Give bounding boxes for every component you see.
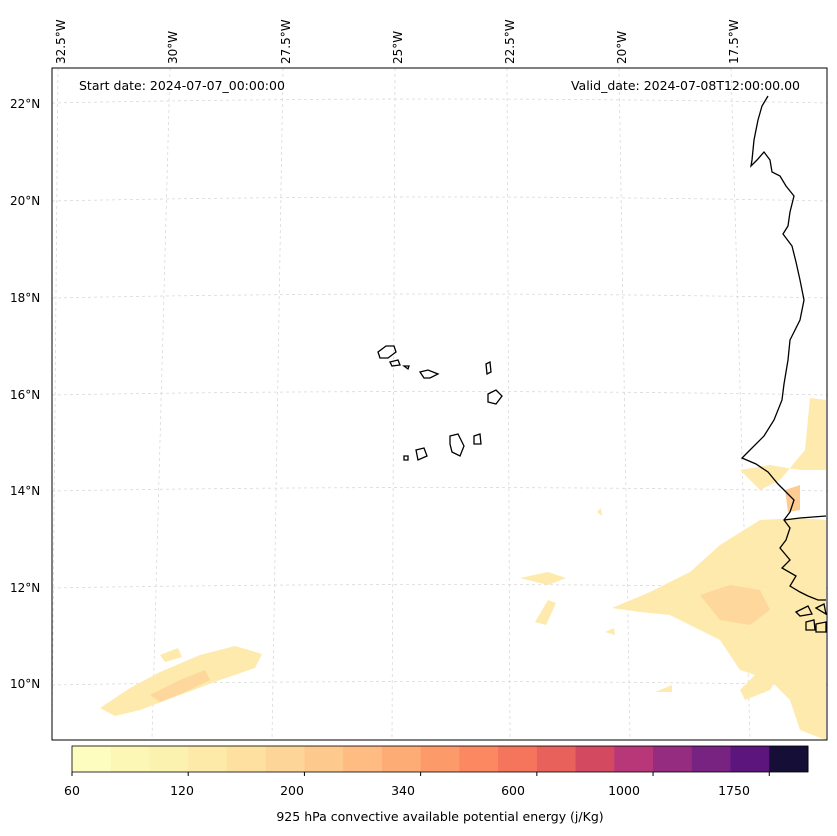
cape-area-mid-1 xyxy=(520,572,566,585)
cape-area-small-1 xyxy=(605,628,615,635)
guinea-bissau-islands xyxy=(794,603,827,633)
cape-area-small-3 xyxy=(597,508,602,516)
lon-label-17-5w: 17.5°W xyxy=(727,19,741,64)
cape-verde-brava xyxy=(403,455,409,461)
cape-verde-fogo xyxy=(415,447,428,461)
colorbar-tick-60: 60 xyxy=(64,783,80,798)
lat-label-14n: 14°N xyxy=(10,484,41,498)
cape-verde-sao-nicolau xyxy=(418,369,440,379)
cape-area-west-core xyxy=(150,670,210,702)
colorbar-segment xyxy=(72,746,112,772)
colorbar-segment xyxy=(265,746,305,772)
colorbar-segment xyxy=(304,746,344,772)
colorbar-segment xyxy=(188,746,228,772)
cape-verde-santiago xyxy=(449,433,465,457)
colorbar-tick-200: 200 xyxy=(280,783,304,798)
lat-label-16n: 16°N xyxy=(10,388,41,402)
start-date-label: Start date: 2024-07-07_00:00:00 xyxy=(79,78,285,93)
lon-label-20w: 20°W xyxy=(615,30,629,64)
cape-verde-maio xyxy=(473,433,482,445)
cape-area-east-blob xyxy=(740,660,785,700)
cape-verde-santo-antao xyxy=(377,345,397,359)
colorbar-segment xyxy=(343,746,383,772)
lon-label-25w: 25°W xyxy=(391,30,405,64)
colorbar-segment xyxy=(769,746,809,772)
colorbar-segment xyxy=(536,746,577,772)
colorbar-segment xyxy=(614,746,654,772)
colorbar-segment xyxy=(226,746,267,772)
lon-label-32-5w: 32.5°W xyxy=(54,19,68,64)
colorbar-tick-120: 120 xyxy=(170,783,194,798)
cape-verde-sal xyxy=(485,360,492,376)
cape-area-east xyxy=(612,518,826,740)
lat-label-22n: 22°N xyxy=(10,97,41,111)
colorbar-tick-600: 600 xyxy=(501,783,525,798)
lat-label-20n: 20°N xyxy=(10,194,41,208)
lon-label-22-5w: 22.5°W xyxy=(503,19,517,64)
colorbar-segment xyxy=(653,746,693,772)
coastline xyxy=(377,95,827,633)
colorbar-segment xyxy=(420,746,460,772)
colorbar-label: 925 hPa convective available potential e… xyxy=(276,809,604,824)
colorbar-segment xyxy=(381,746,422,772)
colorbar-segment xyxy=(575,746,615,772)
colorbar-tick-340: 340 xyxy=(391,783,415,798)
colorbar-tick-1750: 1750 xyxy=(718,783,750,798)
colorbar-frame xyxy=(71,745,809,773)
map-frame xyxy=(51,67,828,741)
colorbar-segment xyxy=(498,746,538,772)
valid-date-label: Valid_date: 2024-07-08T12:00:00.00 xyxy=(570,78,800,93)
colorbar xyxy=(71,746,809,776)
colorbar-segment xyxy=(110,746,150,772)
lat-label-18n: 18°N xyxy=(10,291,41,305)
cape-area-east-coast xyxy=(740,398,826,490)
lon-label-27-5w: 27.5°W xyxy=(279,19,293,64)
cape-verde-sao-vicente xyxy=(389,359,401,367)
lat-label-10n: 10°N xyxy=(10,677,41,691)
lon-label-30w: 30°W xyxy=(166,30,180,64)
colorbar-segment xyxy=(149,746,189,772)
colorbar-segment xyxy=(691,746,732,772)
lat-label-12n: 12°N xyxy=(10,581,41,595)
colorbar-segment xyxy=(459,746,499,772)
cape-area-small-2 xyxy=(655,685,672,692)
cape-area-east-core xyxy=(700,585,770,625)
africa-coastline xyxy=(740,95,826,601)
gambia-outline xyxy=(783,515,827,521)
cape-verde-boa-vista xyxy=(487,389,503,405)
cape-area-west-2 xyxy=(160,648,182,662)
cape-verde-santa-luzia xyxy=(402,365,410,371)
graticule xyxy=(51,67,829,741)
colorbar-tick-1000: 1000 xyxy=(608,783,640,798)
colorbar-segment xyxy=(730,746,770,772)
cape-area-mid-2 xyxy=(535,600,556,625)
